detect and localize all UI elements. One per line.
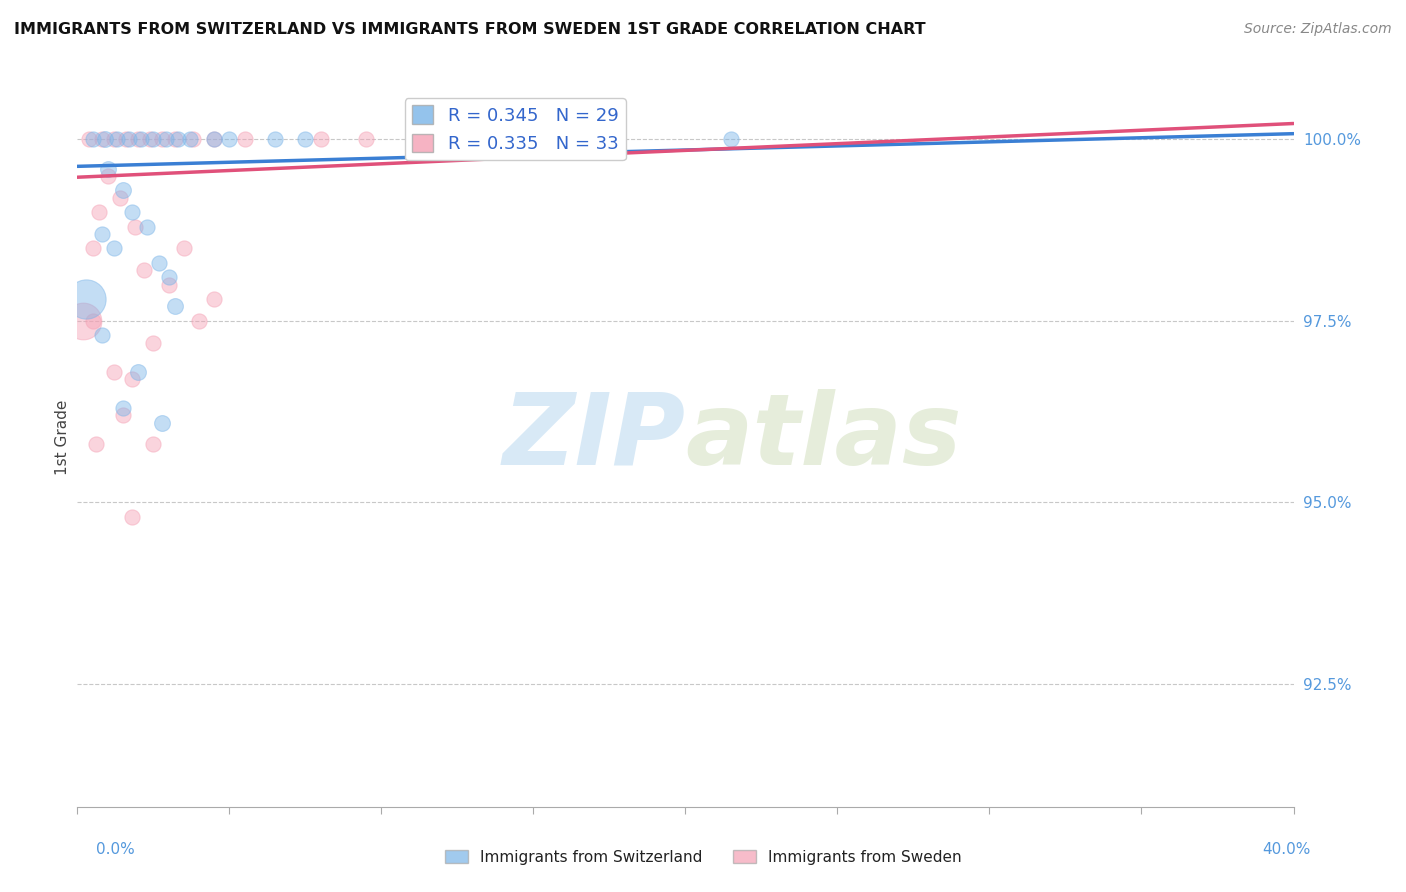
Text: 0.0%: 0.0%	[96, 842, 135, 856]
Text: atlas: atlas	[686, 389, 962, 485]
Point	[202, 132, 225, 146]
Point	[111, 401, 134, 415]
Point	[82, 241, 104, 255]
Point	[111, 183, 134, 197]
Point	[75, 292, 97, 306]
Point	[84, 437, 107, 451]
Point	[82, 314, 104, 328]
Point	[416, 132, 439, 146]
Point	[139, 132, 162, 146]
Point	[354, 132, 377, 146]
Point	[97, 161, 120, 176]
Point	[309, 132, 332, 146]
Point	[103, 241, 125, 255]
Point	[163, 132, 186, 146]
Point	[294, 132, 316, 146]
Point	[264, 132, 287, 146]
Point	[179, 132, 201, 146]
Point	[181, 132, 204, 146]
Point	[103, 132, 125, 146]
Point	[163, 300, 186, 314]
Point	[233, 132, 256, 146]
Point	[121, 372, 143, 386]
Point	[121, 205, 143, 219]
Point	[90, 328, 112, 343]
Point	[136, 219, 159, 234]
Point	[79, 132, 101, 146]
Text: ZIP: ZIP	[502, 389, 686, 485]
Point	[148, 256, 170, 270]
Point	[90, 132, 112, 146]
Text: Source: ZipAtlas.com: Source: ZipAtlas.com	[1244, 22, 1392, 37]
Point	[188, 314, 211, 328]
Point	[142, 437, 165, 451]
Point	[218, 132, 240, 146]
Point	[202, 132, 225, 146]
Point	[111, 409, 134, 423]
Text: IMMIGRANTS FROM SWITZERLAND VS IMMIGRANTS FROM SWEDEN 1ST GRADE CORRELATION CHAR: IMMIGRANTS FROM SWITZERLAND VS IMMIGRANT…	[14, 22, 925, 37]
Legend: R = 0.345   N = 29, R = 0.335   N = 33: R = 0.345 N = 29, R = 0.335 N = 33	[405, 98, 626, 161]
Point	[157, 277, 180, 292]
Point	[155, 132, 177, 146]
Point	[105, 132, 128, 146]
Point	[72, 314, 94, 328]
Point	[134, 263, 156, 277]
Point	[108, 190, 131, 204]
Point	[152, 132, 174, 146]
Y-axis label: 1st Grade: 1st Grade	[55, 400, 70, 475]
Point	[124, 219, 146, 234]
Point	[157, 270, 180, 285]
Text: 40.0%: 40.0%	[1263, 842, 1310, 856]
Point	[118, 132, 141, 146]
Point	[97, 169, 120, 183]
Point	[87, 205, 110, 219]
Point	[93, 132, 115, 146]
Legend: Immigrants from Switzerland, Immigrants from Sweden: Immigrants from Switzerland, Immigrants …	[439, 844, 967, 871]
Point	[129, 132, 152, 146]
Point	[142, 132, 165, 146]
Point	[166, 132, 188, 146]
Point	[152, 416, 174, 430]
Point	[115, 132, 138, 146]
Point	[202, 292, 225, 306]
Point	[103, 365, 125, 379]
Point	[90, 227, 112, 241]
Point	[82, 132, 104, 146]
Point	[430, 132, 453, 146]
Point	[142, 335, 165, 350]
Point	[127, 365, 149, 379]
Point	[173, 241, 195, 255]
Point	[720, 132, 742, 146]
Point	[121, 510, 143, 524]
Point	[127, 132, 149, 146]
